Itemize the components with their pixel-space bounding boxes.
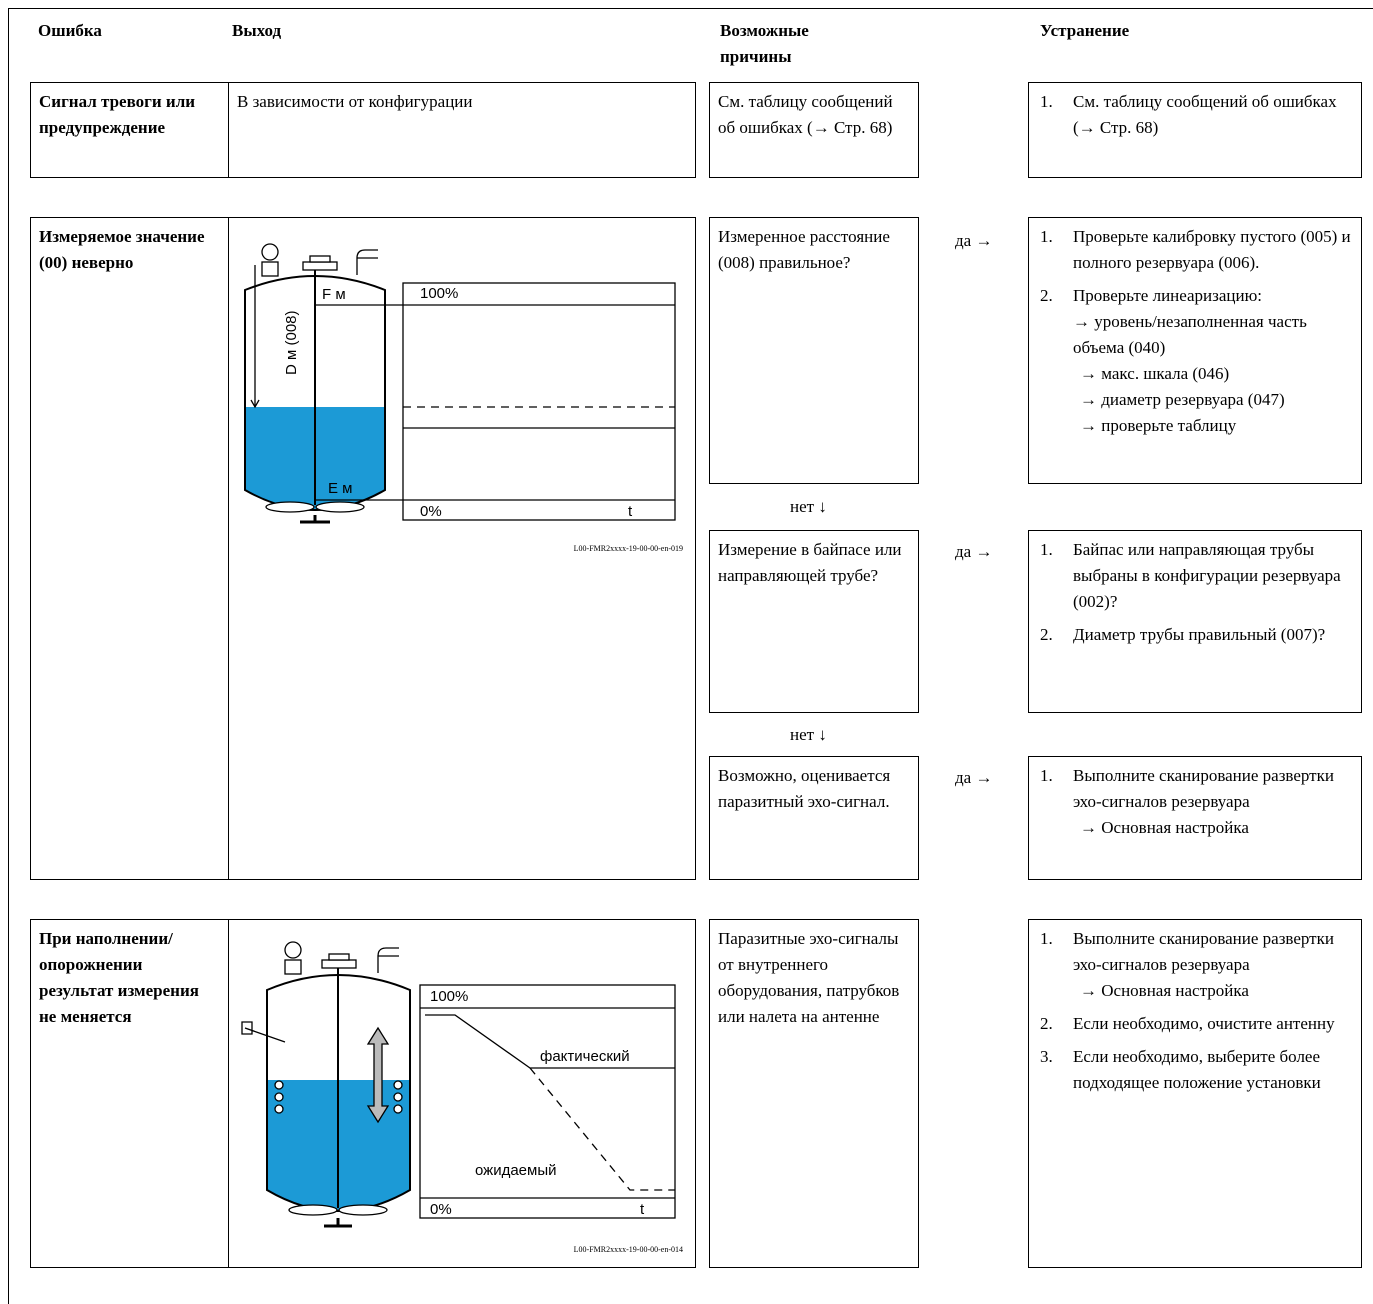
fig-label: 100% bbox=[430, 988, 468, 1005]
item-lead: Проверьте линеаризацию: bbox=[1073, 286, 1263, 305]
remedy-item: 1. Байпас или направляющая трубы выбраны … bbox=[1040, 537, 1351, 615]
fig-label: ожидаемый bbox=[475, 1162, 557, 1179]
item-number: 2. bbox=[1040, 1014, 1053, 1033]
figure-id: L00-FMR2xxxx-19-00-00-en-014 bbox=[574, 1245, 683, 1254]
item-text: Байпас или направляющая трубы выбраны в … bbox=[1073, 540, 1341, 611]
output-cell bbox=[228, 919, 696, 1268]
error-cell: Сигнал тревоги или предупреждение bbox=[30, 82, 229, 178]
cause-cell: Возможно, оценивается паразитный эхо-сиг… bbox=[709, 756, 919, 880]
fig-label: фактический bbox=[540, 1048, 630, 1065]
remedy-cell: 1. См. таблицу сообщений об ошибках (→ Ст… bbox=[1028, 82, 1362, 178]
item-number: 2. bbox=[1040, 286, 1053, 305]
remedy-item: 1. Выполните сканирование развертки эхо-с… bbox=[1040, 763, 1351, 841]
fig-label: t bbox=[640, 1201, 645, 1218]
fig-label: 0% bbox=[420, 503, 442, 520]
item-text: См. таблицу сообщений об ошибках (→ Стр.… bbox=[1073, 92, 1337, 137]
yes-arrow: да → bbox=[955, 231, 993, 250]
item-number: 1. bbox=[1040, 227, 1053, 246]
header-causes: Возможные причины bbox=[720, 21, 809, 66]
item-line: → Основная настройка bbox=[1080, 981, 1249, 1000]
item-number: 1. bbox=[1040, 540, 1053, 559]
item-number: 2. bbox=[1040, 625, 1053, 644]
cause-cell: Измеренное расстояние (008) правильное? bbox=[709, 217, 919, 484]
yes-arrow: да → bbox=[955, 542, 993, 561]
item-lead: Выполните сканирование развертки эхо-сиг… bbox=[1073, 766, 1334, 811]
remedy-cell: 1. Выполните сканирование развертки эхо-с… bbox=[1028, 919, 1362, 1268]
remedy-cell: 1. Проверьте калибровку пустого (005) и п… bbox=[1028, 217, 1362, 484]
fig-label: E м bbox=[328, 480, 353, 497]
tank-figure: 100% фактический ожидаемый 0% t L00-FMR2… bbox=[241, 941, 683, 1254]
item-number: 1. bbox=[1040, 92, 1053, 111]
item-line: → уровень/незаполненная часть объема (04… bbox=[1073, 312, 1307, 357]
remedy-cell: 1. Байпас или направляющая трубы выбраны … bbox=[1028, 530, 1362, 713]
remedy-item: 2. Диаметр трубы правильный (007)? bbox=[1040, 622, 1351, 648]
cause-cell: Паразитные эхо-сигналы от внутреннего об… bbox=[709, 919, 919, 1268]
item-line: → диаметр резервуара (047) bbox=[1080, 390, 1285, 409]
header-output: Выход bbox=[232, 21, 282, 40]
item-text: Выполните сканирование развертки эхо-сиг… bbox=[1073, 926, 1351, 1004]
top-rule bbox=[8, 8, 1373, 9]
item-number: 3. bbox=[1040, 1047, 1053, 1066]
item-number: 1. bbox=[1040, 766, 1053, 785]
no-arrow: нет ↓ bbox=[790, 497, 827, 516]
fig-label: F м bbox=[322, 286, 346, 303]
output-cell bbox=[228, 217, 696, 880]
cause-cell: См. таблицу сообщений об ошибках (→ Стр.… bbox=[709, 82, 919, 178]
remedy-item: 2. Проверьте линеаризацию: → уровень/неза… bbox=[1040, 283, 1351, 439]
fig-label: 100% bbox=[420, 285, 458, 302]
item-number: 1. bbox=[1040, 929, 1053, 948]
remedy-item: 1. Проверьте калибровку пустого (005) и п… bbox=[1040, 224, 1351, 276]
remedy-item: 3. Если необходимо, выберите более подход… bbox=[1040, 1044, 1351, 1096]
error-cell: При наполнении/ опорожнении результат из… bbox=[30, 919, 229, 1268]
tank-figure: F м 100% D м (008) E м 0% t L00-FMR2xxxx… bbox=[244, 243, 683, 553]
remedy-item: 1. Выполните сканирование развертки эхо-с… bbox=[1040, 926, 1351, 1004]
item-line: → макс. шкала (046) bbox=[1080, 364, 1230, 383]
figure-id: L00-FMR2xxxx-19-00-00-en-019 bbox=[574, 544, 683, 553]
header-error: Ошибка bbox=[38, 21, 102, 40]
remedy-cell: 1. Выполните сканирование развертки эхо-с… bbox=[1028, 756, 1362, 880]
item-text: Если необходимо, очистите антенну bbox=[1073, 1014, 1335, 1033]
item-line: → Основная настройка bbox=[1080, 818, 1249, 837]
item-text: Если необходимо, выберите более подходящ… bbox=[1073, 1047, 1321, 1092]
fig-label: D м (008) bbox=[283, 310, 300, 375]
yes-arrow: да → bbox=[955, 768, 993, 787]
remedy-item: 2. Если необходимо, очистите антенну bbox=[1040, 1011, 1351, 1037]
cause-cell: Измерение в байпасе или направляющей тру… bbox=[709, 530, 919, 713]
item-text: Выполните сканирование развертки эхо-сиг… bbox=[1073, 763, 1351, 841]
item-text: Проверьте калибровку пустого (005) и пол… bbox=[1073, 227, 1351, 272]
output-cell: В зависимости от конфигурации bbox=[228, 82, 696, 178]
left-rule bbox=[8, 8, 9, 1304]
remedy-item: 1. См. таблицу сообщений об ошибках (→ Ст… bbox=[1040, 89, 1351, 141]
fig-label: 0% bbox=[430, 1201, 452, 1218]
item-text: Диаметр трубы правильный (007)? bbox=[1073, 625, 1326, 644]
fig-label: t bbox=[628, 503, 633, 520]
item-lead: Выполните сканирование развертки эхо-сиг… bbox=[1073, 929, 1334, 974]
no-arrow: нет ↓ bbox=[790, 725, 827, 744]
item-text: Проверьте линеаризацию: → уровень/незапо… bbox=[1073, 283, 1351, 439]
header-remedy: Устранение bbox=[1040, 21, 1130, 40]
item-line: → проверьте таблицу bbox=[1080, 416, 1237, 435]
